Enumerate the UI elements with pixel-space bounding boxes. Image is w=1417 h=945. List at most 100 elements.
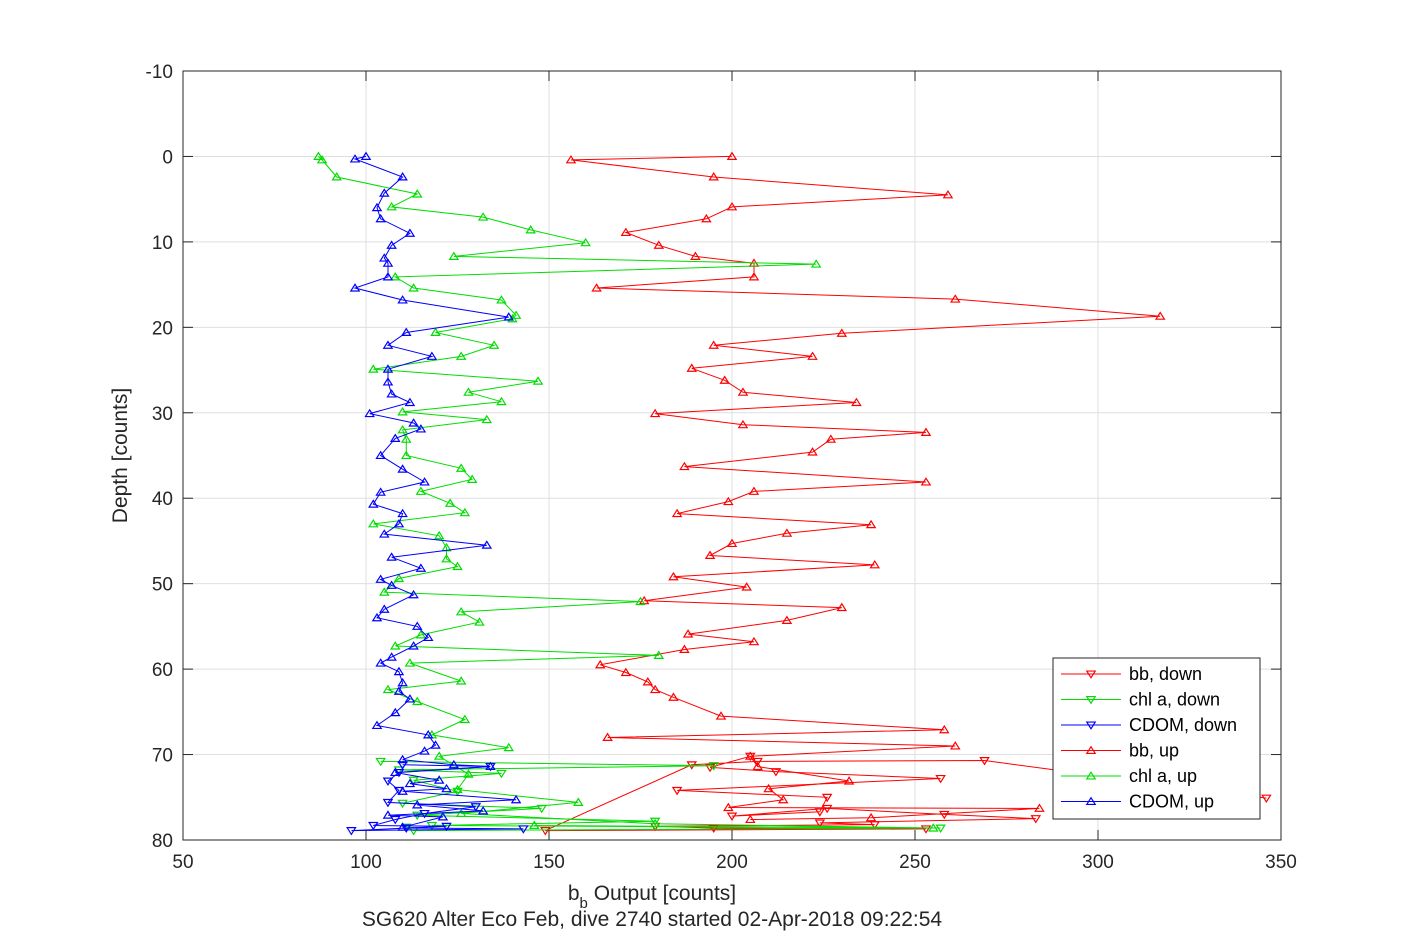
series-line bbox=[318, 156, 934, 829]
data-point-marker bbox=[313, 151, 324, 160]
legend-item: bb, down bbox=[1061, 664, 1202, 684]
data-point-marker bbox=[745, 814, 756, 824]
data-point-marker bbox=[748, 486, 760, 495]
data-point-marker bbox=[331, 172, 343, 181]
data-point-marker bbox=[375, 450, 386, 460]
data-point-marker bbox=[375, 213, 386, 223]
y-axis-label: Depth [counts] bbox=[109, 388, 132, 523]
series-line bbox=[570, 155, 1161, 820]
data-point-marker bbox=[368, 499, 379, 508]
data-point-marker bbox=[726, 538, 738, 548]
data-point-marker bbox=[869, 821, 881, 830]
data-point-marker bbox=[371, 202, 383, 212]
data-point-marker bbox=[415, 563, 427, 572]
data-point-marker bbox=[496, 396, 507, 406]
data-point-marker bbox=[379, 188, 390, 197]
data-point-marker bbox=[503, 742, 515, 752]
data-point-marker bbox=[459, 714, 471, 724]
data-point-marker bbox=[455, 351, 467, 360]
data-point-marker bbox=[455, 606, 467, 616]
data-point-marker bbox=[389, 815, 401, 825]
data-point-marker bbox=[397, 786, 408, 795]
data-point-marker bbox=[653, 650, 665, 659]
data-point-marker bbox=[397, 754, 408, 764]
data-point-marker bbox=[441, 783, 452, 793]
data-point-marker bbox=[397, 407, 408, 416]
data-point-marker bbox=[452, 784, 463, 794]
data-point-marker bbox=[949, 741, 961, 750]
data-point-marker bbox=[704, 550, 716, 560]
data-point-marker bbox=[496, 769, 507, 779]
data-point-marker bbox=[781, 528, 793, 537]
data-point-marker bbox=[777, 794, 789, 804]
data-point-marker bbox=[382, 272, 394, 281]
data-point-marker bbox=[386, 201, 397, 211]
data-point-marker bbox=[382, 258, 394, 267]
data-point-marker bbox=[422, 632, 434, 642]
data-point-marker bbox=[949, 294, 961, 303]
data-point-marker bbox=[404, 694, 416, 703]
data-point-marker bbox=[671, 786, 683, 796]
legend-item: bb, up bbox=[1061, 741, 1179, 761]
data-point-marker bbox=[415, 486, 427, 495]
data-point-marker bbox=[642, 677, 654, 686]
data-point-marker bbox=[382, 810, 394, 819]
chart-caption: SG620 Alter Eco Feb, dive 2740 started 0… bbox=[362, 908, 943, 931]
data-point-marker bbox=[441, 553, 452, 563]
x-tick-label: 300 bbox=[1082, 852, 1114, 873]
data-point-marker bbox=[452, 787, 463, 797]
data-point-marker bbox=[807, 447, 818, 456]
data-point-marker bbox=[708, 340, 719, 349]
data-point-marker bbox=[668, 571, 679, 581]
data-point-marker bbox=[415, 424, 427, 433]
data-point-marker bbox=[935, 824, 946, 833]
y-tick-label: 80 bbox=[152, 831, 173, 852]
data-point-marker bbox=[316, 154, 328, 164]
data-point-marker bbox=[510, 794, 522, 804]
legend-label: CDOM, up bbox=[1129, 792, 1214, 812]
data-point-marker bbox=[422, 729, 434, 739]
legend-marker bbox=[1085, 670, 1097, 679]
legend-label: CDOM, down bbox=[1129, 715, 1237, 735]
data-point-marker bbox=[408, 418, 419, 427]
data-point-marker bbox=[690, 251, 701, 260]
data-point-marker bbox=[382, 777, 394, 786]
legend-label: bb, up bbox=[1129, 741, 1179, 761]
data-point-marker bbox=[745, 751, 756, 760]
data-point-marker bbox=[419, 746, 430, 755]
data-point-marker bbox=[415, 630, 427, 639]
data-point-marker bbox=[726, 201, 738, 211]
data-point-marker bbox=[679, 461, 690, 471]
data-point-marker bbox=[397, 508, 408, 518]
series-4 bbox=[313, 151, 939, 832]
legend-item: chl a, up bbox=[1061, 766, 1197, 786]
data-point-marker bbox=[455, 463, 467, 472]
plot-series bbox=[313, 151, 1272, 836]
data-point-marker bbox=[821, 804, 833, 814]
data-point-marker bbox=[668, 692, 679, 701]
data-point-marker bbox=[386, 240, 397, 249]
data-point-marker bbox=[851, 397, 862, 407]
data-point-marker bbox=[437, 812, 449, 821]
data-point-marker bbox=[653, 240, 665, 249]
data-point-marker bbox=[408, 589, 419, 599]
data-point-marker bbox=[649, 408, 661, 418]
x-tick-label: 350 bbox=[1265, 852, 1297, 873]
x-axis-label-subscript: b bbox=[580, 895, 588, 912]
data-point-marker bbox=[411, 800, 423, 809]
data-point-marker bbox=[404, 228, 416, 237]
data-point-marker bbox=[404, 658, 416, 667]
data-point-marker bbox=[382, 798, 394, 808]
data-point-marker bbox=[389, 433, 401, 442]
data-point-marker bbox=[389, 641, 401, 650]
y-tick-label: 30 bbox=[152, 404, 173, 425]
data-point-marker bbox=[503, 312, 515, 321]
data-point-marker bbox=[393, 518, 405, 528]
data-point-marker bbox=[368, 821, 379, 831]
data-point-marker bbox=[397, 822, 408, 831]
data-point-marker bbox=[430, 327, 441, 336]
data-point-marker bbox=[726, 151, 738, 160]
data-point-marker bbox=[752, 761, 763, 771]
data-point-marker bbox=[507, 313, 518, 323]
data-point-marker bbox=[430, 740, 441, 749]
